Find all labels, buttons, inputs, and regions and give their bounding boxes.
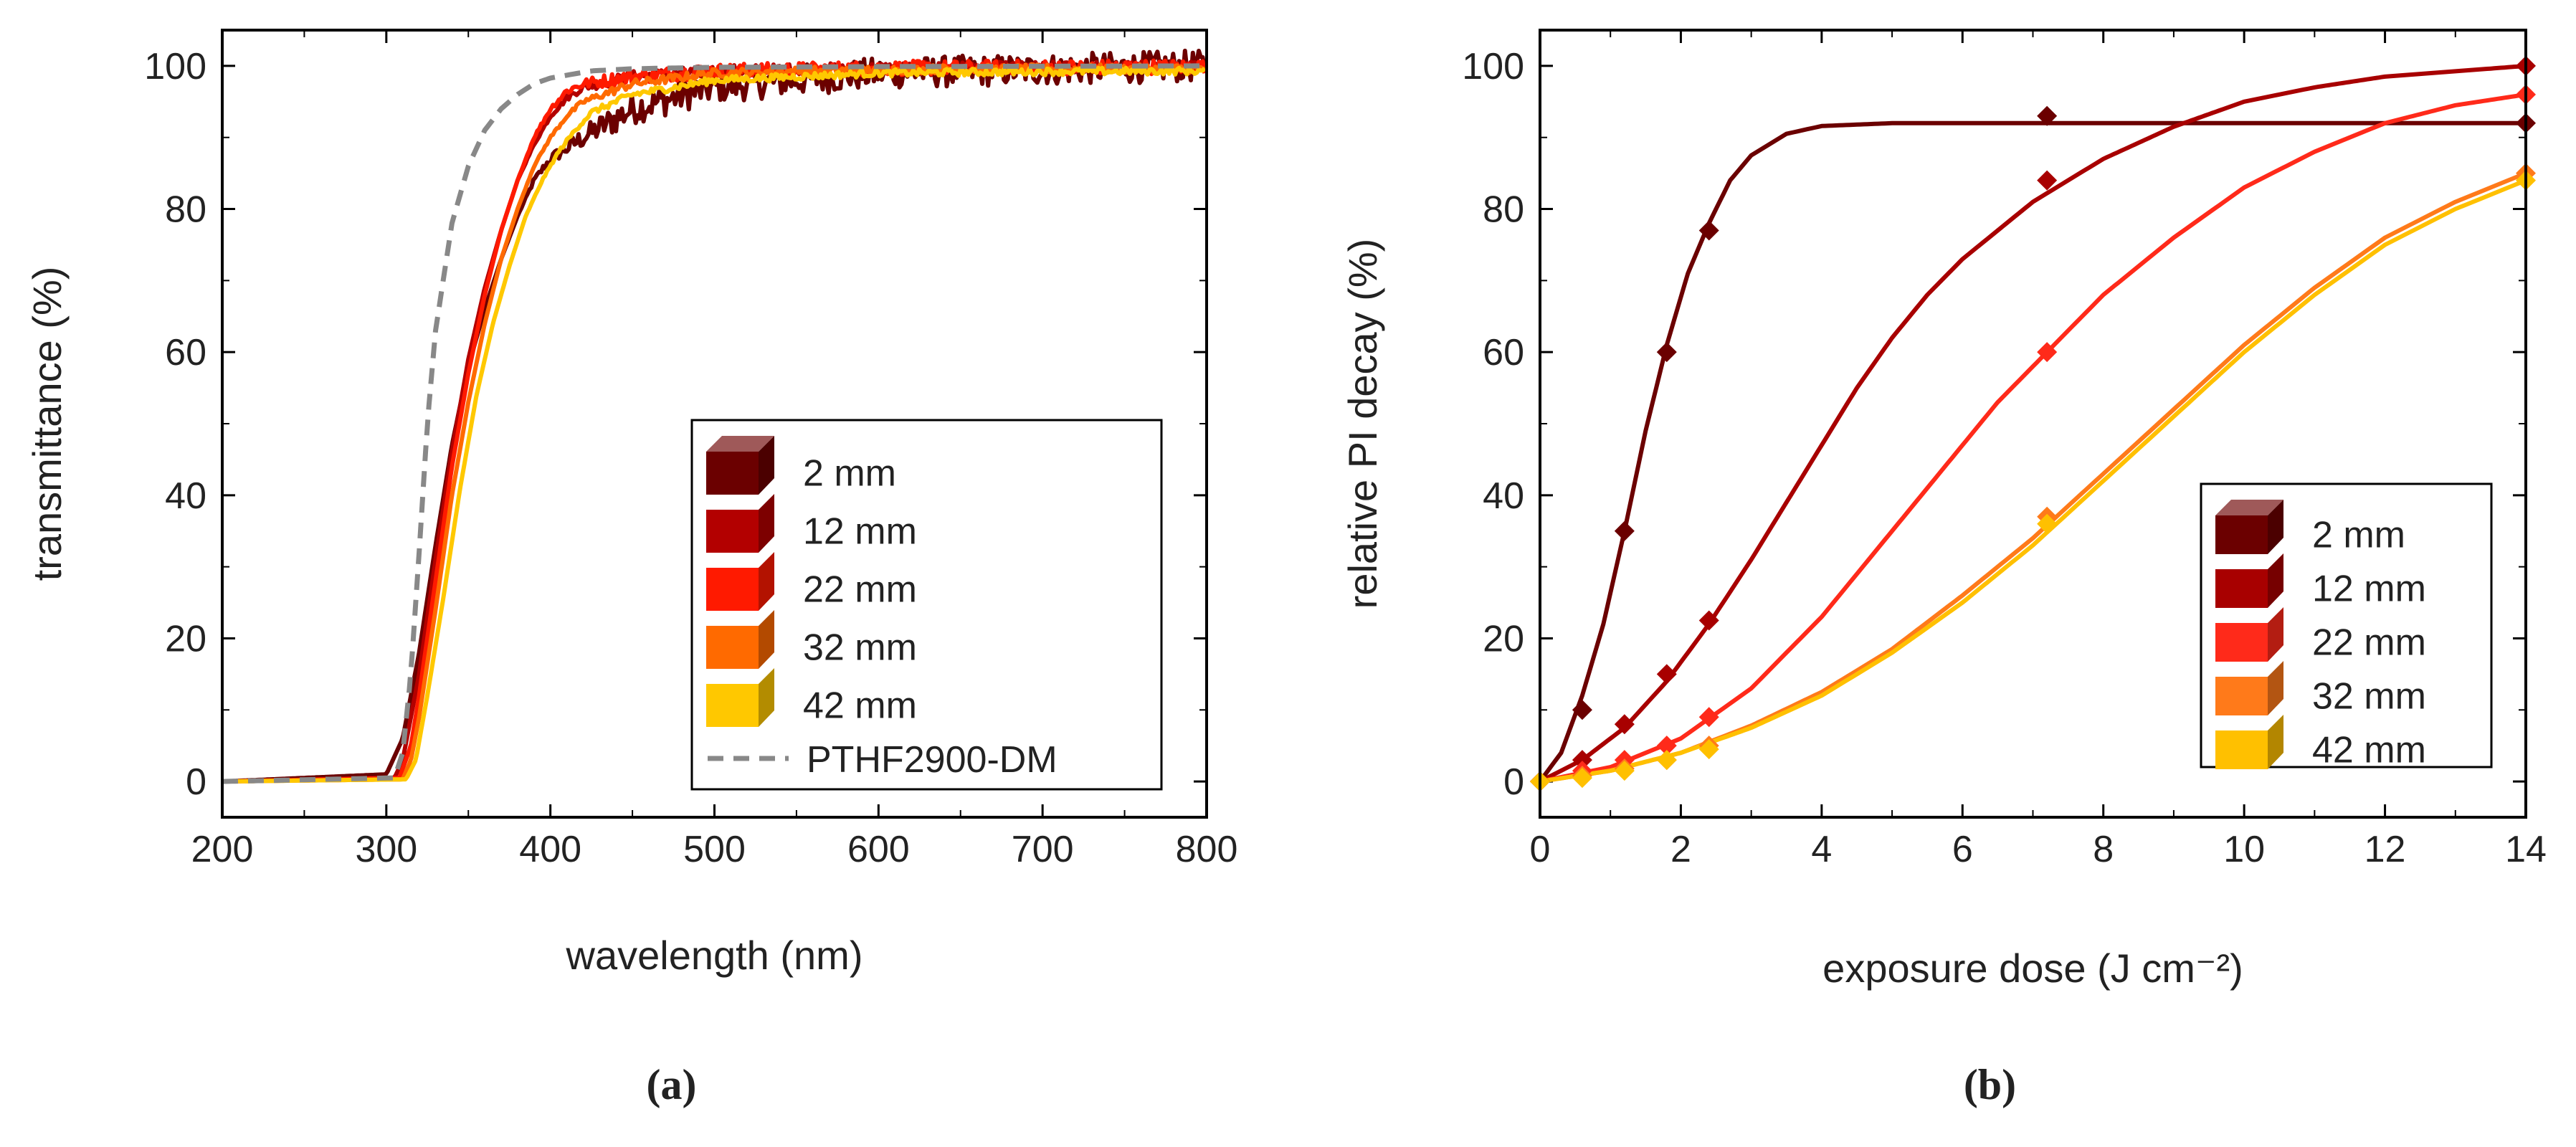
legend-cube-front — [2215, 677, 2268, 715]
legend-label: 22 mm — [2312, 622, 2426, 664]
x-tick-label: 8 — [2093, 829, 2114, 870]
legend: 2 mm 12 mm 22 mm 32 mm 42 mm — [2200, 482, 2493, 771]
legend-cube-side — [759, 610, 774, 669]
data-point-diamond — [1614, 714, 1635, 735]
data-point-diamond — [1698, 707, 1719, 728]
y-axis-label: relative PI decay (%) — [1340, 239, 1385, 609]
legend-cube-side — [2268, 500, 2283, 554]
x-axis-label: wavelength (nm) — [566, 933, 863, 978]
legend-label: PTHF2900-DM — [807, 739, 1058, 781]
panel-label-text: (b) — [1964, 1061, 2016, 1108]
data-point-diamond — [2037, 342, 2058, 363]
x-axis-label: exposure dose (J cm⁻²) — [1822, 946, 2243, 991]
y-tick-label: 40 — [1483, 475, 1524, 517]
x-tick-label: 200 — [191, 829, 254, 870]
legend: 2 mm 12 mm 22 mm 32 mm 42 mm PTHF2900-DM — [690, 419, 1163, 791]
legend-cube-front — [2215, 569, 2268, 608]
chart-panel-a: 200 300 400 500 600 700 800 0 20 40 60 80 100 2 mm 12 … — [24, 29, 1238, 1108]
legend-cube-top — [2215, 500, 2283, 515]
x-tick-label: 4 — [1811, 829, 1832, 870]
legend-label: 2 mm — [803, 453, 896, 495]
legend-label: 42 mm — [2312, 730, 2426, 771]
x-tick-label: 2 — [1670, 829, 1691, 870]
x-tick-label: 700 — [1012, 829, 1074, 870]
legend-label: 32 mm — [2312, 676, 2426, 718]
x-tick-label: 14 — [2505, 829, 2547, 870]
legend-label: 42 mm — [803, 685, 917, 727]
x-tick-label: 6 — [1952, 829, 1973, 870]
legend-cube-side — [759, 668, 774, 727]
data-point-diamond — [1572, 768, 1592, 789]
plot-frame — [221, 29, 1208, 819]
legend-label: 32 mm — [803, 627, 917, 669]
legend-cube-front — [706, 684, 759, 727]
data-point-diamond — [1614, 520, 1635, 541]
series-line-pthf2900-dm — [222, 63, 1207, 784]
legend-cube-top — [706, 436, 774, 452]
data-point-diamond — [1614, 761, 1635, 781]
x-tick-label: 600 — [847, 829, 910, 870]
legend-label: 22 mm — [803, 569, 917, 611]
x-tick-label: 10 — [2223, 829, 2265, 870]
legend-label: 12 mm — [2312, 568, 2426, 610]
x-tick-label: 800 — [1176, 829, 1238, 870]
plot-frame — [1539, 29, 2527, 819]
legend-cube-side — [2268, 607, 2283, 662]
y-tick-label: 80 — [165, 189, 206, 231]
data-point-diamond — [1572, 700, 1592, 720]
y-tick-label: 100 — [144, 46, 206, 87]
y-tick-label: 100 — [1462, 46, 1524, 87]
legend-label: 12 mm — [803, 511, 917, 553]
legend-cube-front — [706, 452, 759, 495]
panel-label: (a) — [647, 1061, 697, 1108]
x-tick-label: 300 — [355, 829, 417, 870]
legend-cube-side — [2268, 661, 2283, 715]
panel-label: (b) — [1964, 1061, 2016, 1108]
chart-panel-b: 0 2 4 6 8 10 12 14 0 20 40 60 80 100 2 mm 12 mm 22 mm 32 … — [1340, 29, 2547, 1108]
data-point-diamond — [1656, 736, 1677, 756]
y-tick-label: 60 — [1483, 332, 1524, 373]
y-tick-label: 80 — [1483, 189, 1524, 231]
data-point-diamond — [1656, 342, 1677, 363]
data-point-diamond — [2037, 513, 2058, 534]
y-tick-label: 0 — [186, 761, 206, 803]
x-tick-label: 400 — [519, 829, 581, 870]
data-point-diamond — [1572, 750, 1592, 771]
y-tick-label: 20 — [1483, 618, 1524, 660]
legend-cube-front — [2215, 730, 2268, 769]
x-tick-label: 500 — [683, 829, 746, 870]
series-group — [222, 48, 1207, 784]
legend-cube-side — [759, 494, 774, 553]
series-line-12-mm — [1540, 63, 2526, 784]
legend-cube-side — [759, 436, 774, 495]
data-point-diamond — [2037, 105, 2058, 126]
y-axis-label: transmittance (%) — [24, 267, 70, 581]
data-point-diamond — [1698, 610, 1719, 631]
legend-cube-side — [2268, 715, 2283, 769]
x-tick-label: 12 — [2364, 829, 2406, 870]
legend-cube-front — [706, 510, 759, 553]
panel-label-text: (a) — [647, 1061, 697, 1108]
legend-label: 2 mm — [2312, 515, 2405, 556]
legend-cube-side — [2268, 553, 2283, 608]
data-point-diamond — [1656, 750, 1677, 771]
legend-cube-front — [706, 568, 759, 611]
data-point-diamond — [1698, 220, 1719, 241]
data-point-diamond — [1698, 739, 1719, 760]
data-point-diamond — [1656, 664, 1677, 685]
y-tick-label: 40 — [165, 475, 206, 517]
legend-cube-side — [759, 552, 774, 611]
legend-cube-front — [2215, 515, 2268, 554]
x-tick-label: 0 — [1530, 829, 1551, 870]
legend-cube-front — [706, 626, 759, 669]
legend-cube-front — [2215, 623, 2268, 662]
data-point-diamond — [2037, 170, 2058, 191]
y-tick-label: 20 — [165, 618, 206, 660]
y-tick-label: 0 — [1503, 761, 1524, 803]
y-tick-label: 60 — [165, 332, 206, 373]
